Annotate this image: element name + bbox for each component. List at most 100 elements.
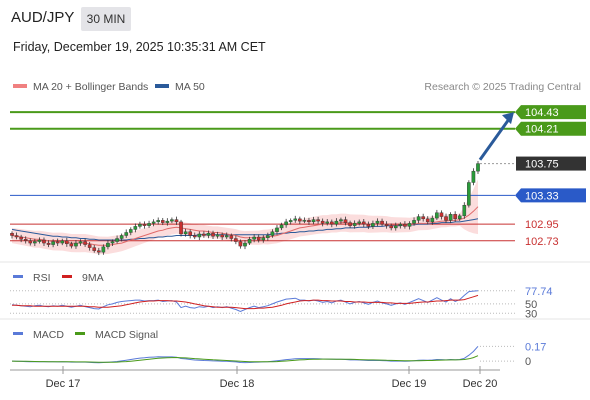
macd-legend-label: MACD — [33, 329, 64, 341]
projection-arrow-head — [502, 112, 514, 125]
candle-body — [83, 241, 87, 245]
candle-body — [142, 223, 147, 226]
candle-body — [10, 233, 14, 236]
candle — [307, 217, 311, 225]
candle — [42, 237, 46, 247]
candle-body — [188, 231, 192, 236]
ma20-legend-swatch — [13, 84, 27, 88]
candle-body — [55, 241, 60, 244]
candle — [361, 218, 366, 228]
candle — [10, 231, 14, 239]
level-103-33-tag — [515, 188, 586, 203]
candle — [165, 218, 170, 226]
candle-body — [101, 246, 106, 253]
candle-body — [430, 217, 435, 223]
candle — [471, 168, 476, 186]
candle-body — [361, 221, 366, 225]
candle — [74, 240, 78, 249]
level-104-21-tag — [515, 121, 586, 136]
candle-body — [115, 238, 119, 242]
candle — [206, 230, 211, 239]
candle-body — [206, 233, 211, 236]
candle — [142, 221, 147, 229]
candle-body — [448, 214, 453, 221]
candle — [316, 216, 320, 224]
candle — [46, 240, 51, 248]
rsi-level-label: 50 — [525, 299, 537, 311]
level-103-75-tag — [516, 156, 586, 171]
candle — [197, 231, 202, 241]
candle — [270, 229, 275, 238]
macd-level-label: 0 — [525, 356, 531, 368]
candle — [407, 221, 412, 230]
candle — [412, 217, 416, 226]
candle-body — [325, 221, 330, 224]
timestamp: Friday, December 19, 2025 10:35:31 AM CE… — [13, 40, 266, 54]
candle — [220, 232, 224, 241]
level-104-21-label: 104.21 — [525, 124, 559, 136]
candle-body — [220, 234, 224, 238]
candle — [279, 222, 284, 231]
rsi-legend-label: RSI — [33, 272, 51, 284]
candle — [65, 237, 69, 247]
candle-body — [348, 222, 352, 226]
candle — [293, 215, 298, 223]
candle — [298, 216, 302, 225]
candle-body — [261, 237, 266, 241]
timeframe-badge[interactable]: 30 MIN — [81, 7, 131, 31]
candle — [457, 213, 462, 221]
rsi-level-label: 77.74 — [525, 286, 553, 298]
candle — [160, 217, 165, 226]
candle — [288, 218, 293, 225]
macd-level-label: 0.17 — [525, 341, 546, 353]
candle — [352, 220, 357, 229]
candle — [170, 217, 174, 224]
candle-body — [439, 212, 444, 217]
macd-pane: MACD MACD Signal 0.17 0 — [11, 329, 546, 368]
candle — [115, 235, 119, 244]
candle-body — [170, 219, 174, 222]
candle-body — [371, 223, 375, 227]
level-104-43-label: 104.43 — [525, 107, 559, 119]
candle-body — [33, 241, 37, 244]
candle — [476, 161, 480, 174]
candle — [330, 219, 334, 228]
candle-body — [398, 223, 403, 226]
candle — [243, 240, 247, 250]
candle-body — [179, 221, 183, 235]
candle-body — [467, 182, 471, 206]
candle-body — [270, 231, 275, 236]
candle-body — [316, 219, 320, 222]
candle-body — [279, 224, 284, 229]
level-102-73-label: 102.73 — [525, 236, 559, 248]
candle-body — [334, 220, 339, 225]
candle-body — [284, 221, 288, 226]
candle-body — [330, 221, 334, 225]
candle — [101, 244, 106, 255]
candle-body — [307, 220, 311, 223]
candle — [83, 238, 87, 247]
projection-arrow-line — [478, 118, 511, 161]
candle-body — [435, 212, 439, 219]
candle-body — [202, 233, 206, 236]
candle-body — [165, 220, 170, 223]
candle-body — [138, 223, 142, 227]
candle — [339, 217, 343, 224]
candle — [119, 233, 124, 242]
price-pane: 104.43 104.21 103.75 103.33 102.95 102.73 — [10, 105, 586, 256]
candle-body — [238, 241, 243, 247]
candle-body — [293, 218, 298, 221]
time-tick-label: Dec 20 — [463, 378, 498, 390]
candle-body — [160, 220, 165, 223]
candle-body — [357, 221, 362, 224]
candle — [110, 239, 115, 247]
rsi-ma-legend-label: 9MA — [82, 272, 104, 284]
candle-body — [403, 223, 407, 227]
candle — [275, 224, 279, 235]
candle-body — [23, 239, 28, 242]
candle — [384, 221, 389, 229]
candle — [238, 239, 243, 249]
candle — [366, 221, 371, 230]
candle — [183, 228, 188, 237]
candle-body — [78, 241, 83, 244]
